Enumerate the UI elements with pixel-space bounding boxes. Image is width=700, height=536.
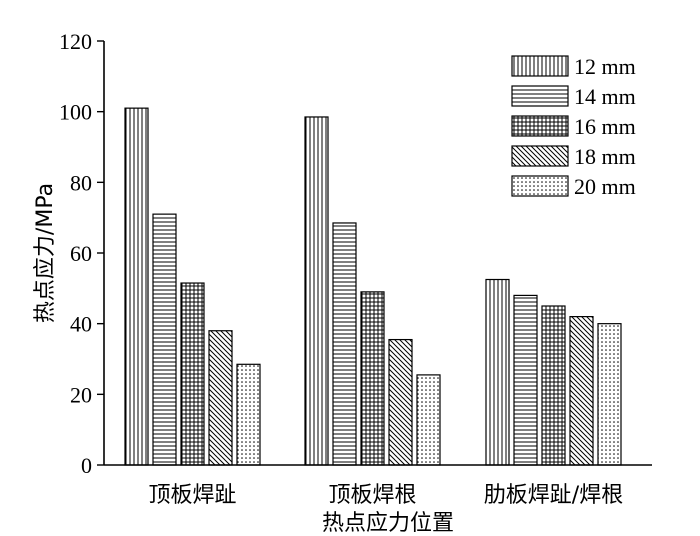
y-ticks-group: 0 20 40 60 80 100 120	[59, 29, 104, 478]
y-tick-label: 60	[70, 241, 92, 266]
x-category-label: 肋板焊趾/焊根	[484, 483, 623, 508]
x-category-label: 顶板焊根	[328, 483, 416, 508]
y-axis-title: 热点应力/MPa	[33, 183, 58, 323]
legend-swatch	[511, 85, 569, 107]
legend-swatch	[511, 175, 569, 197]
bar-14mm-2	[513, 294, 538, 466]
bar-20mm-2	[597, 323, 622, 466]
bar-16mm-0	[180, 282, 205, 466]
x-axis-title: 热点应力位置	[322, 511, 454, 536]
bar-20mm-0	[236, 363, 261, 466]
y-tick-label: 120	[59, 29, 92, 54]
bar-16mm-1	[360, 291, 385, 466]
legend-label: 20 mm	[574, 174, 636, 199]
bar-18mm-1	[388, 338, 413, 466]
y-tick-label: 100	[59, 100, 92, 125]
legend-swatch	[511, 145, 569, 167]
legend: 12 mm 14 mm 16 mm 18 mm 20 mm	[511, 54, 636, 199]
bar-20mm-1	[416, 374, 441, 466]
bar-12mm-1	[304, 116, 329, 466]
bar-12mm-0	[124, 107, 149, 466]
legend-swatch	[511, 115, 569, 137]
y-tick-label: 80	[70, 170, 92, 195]
y-tick-label: 20	[70, 382, 92, 407]
x-category-label: 顶板焊趾	[148, 483, 236, 508]
bar-18mm-2	[569, 316, 594, 466]
bar-14mm-0	[152, 213, 177, 466]
y-tick-label: 40	[70, 312, 92, 337]
bar-12mm-2	[485, 278, 510, 466]
legend-label: 18 mm	[574, 144, 636, 169]
legend-label: 12 mm	[574, 54, 636, 79]
bar-18mm-0	[208, 330, 233, 466]
legend-label: 16 mm	[574, 114, 636, 139]
legend-swatch	[511, 55, 569, 77]
x-category-labels: 顶板焊趾 顶板焊根 肋板焊趾/焊根	[148, 483, 623, 508]
legend-label: 14 mm	[574, 84, 636, 109]
bars-group	[124, 107, 622, 466]
y-tick-label: 0	[81, 453, 92, 478]
bar-16mm-2	[541, 305, 566, 466]
bar-14mm-1	[332, 222, 357, 466]
